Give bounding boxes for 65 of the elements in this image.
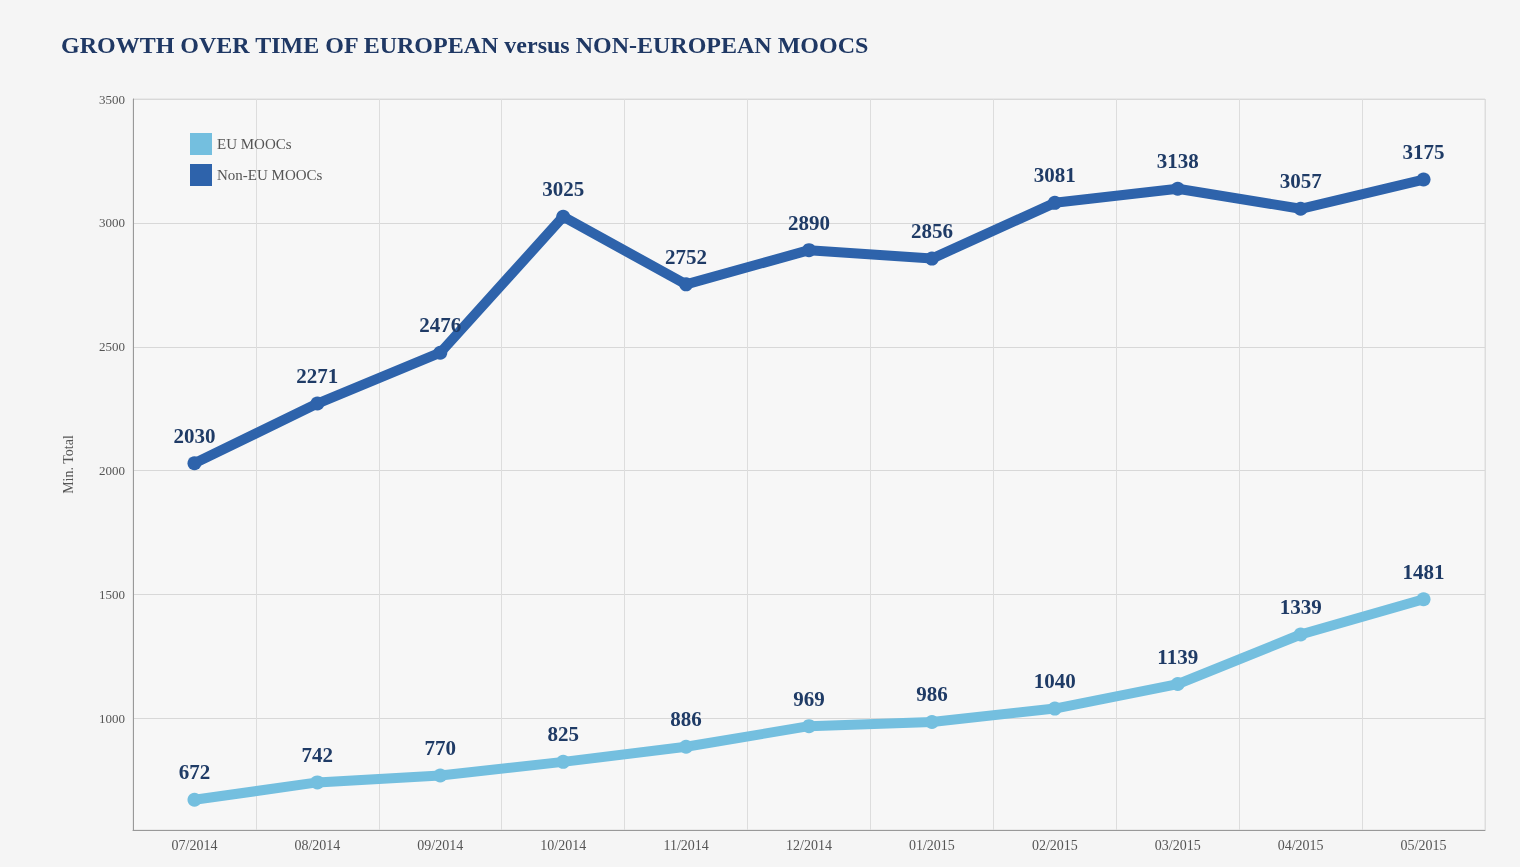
point (1170, 181, 1185, 196)
point (1416, 172, 1431, 187)
x-tick-label: 11/2014 (663, 837, 709, 853)
point (1047, 195, 1062, 210)
point (310, 396, 325, 411)
x-tick-label: 03/2015 (1154, 837, 1201, 853)
point (679, 277, 694, 292)
data-label: 2476 (419, 313, 462, 338)
point (802, 719, 816, 734)
point (310, 775, 325, 790)
point (924, 251, 939, 266)
data-label: 3081 (1033, 163, 1076, 188)
x-tick-label: 08/2014 (294, 837, 341, 853)
x-tick-label: 04/2015 (1277, 837, 1324, 853)
point (924, 714, 939, 729)
point (433, 768, 448, 783)
legend-label: EU MOOCs (217, 136, 292, 152)
data-label: 886 (670, 707, 702, 732)
data-label: 2752 (665, 244, 708, 269)
data-label: 742 (301, 742, 334, 767)
x-tick-label: 07/2014 (171, 837, 218, 853)
data-label: 1139 (1157, 644, 1199, 669)
point (1170, 677, 1185, 692)
y-tick-label: 2000 (99, 463, 125, 479)
point (187, 456, 202, 471)
point (1416, 592, 1431, 607)
x-tick-label: 10/2014 (540, 837, 587, 853)
data-label: 2030 (173, 423, 216, 448)
x-tick-label: 05/2015 (1400, 837, 1447, 853)
y-tick-label: 3500 (99, 91, 125, 107)
data-label: 3025 (542, 177, 585, 202)
data-label: 1040 (1033, 669, 1076, 694)
chart-title: GROWTH OVER TIME OF EUROPEAN versus NON-EUROPEAN MOOCS (61, 32, 869, 58)
data-label: 1339 (1279, 594, 1322, 619)
point (556, 209, 571, 224)
x-tick-label: 01/2015 (908, 837, 955, 853)
data-label: 3138 (1156, 149, 1199, 174)
x-tick-label: 02/2015 (1031, 837, 1078, 853)
point (802, 243, 816, 258)
y-tick-label: 3000 (99, 215, 125, 231)
data-label: 3057 (1279, 169, 1322, 194)
point (1293, 627, 1308, 642)
data-label: 3175 (1402, 140, 1445, 165)
point (679, 739, 694, 754)
data-label: 969 (793, 686, 825, 711)
y-tick-label: 1500 (99, 587, 125, 603)
data-label: 2271 (296, 364, 339, 389)
data-label: 2856 (910, 219, 953, 244)
x-tick-label: 12/2014 (786, 837, 832, 853)
point (1047, 701, 1062, 716)
data-label: 825 (547, 722, 579, 747)
x-tick-label: 09/2014 (417, 837, 464, 853)
y-tick-label: 2500 (99, 339, 125, 355)
y-axis-title: Min. Total (60, 435, 76, 494)
point (1293, 201, 1308, 216)
y-tick-label: 1000 (99, 710, 125, 726)
data-label: 2890 (788, 210, 830, 235)
point (556, 754, 571, 769)
data-label: 1481 (1402, 559, 1445, 584)
legend-label: Non-EU MOOCs (217, 167, 323, 183)
point (433, 345, 448, 360)
point (187, 792, 202, 807)
data-label: 986 (916, 682, 948, 707)
data-label: 672 (178, 760, 211, 785)
data-label: 770 (424, 735, 457, 760)
